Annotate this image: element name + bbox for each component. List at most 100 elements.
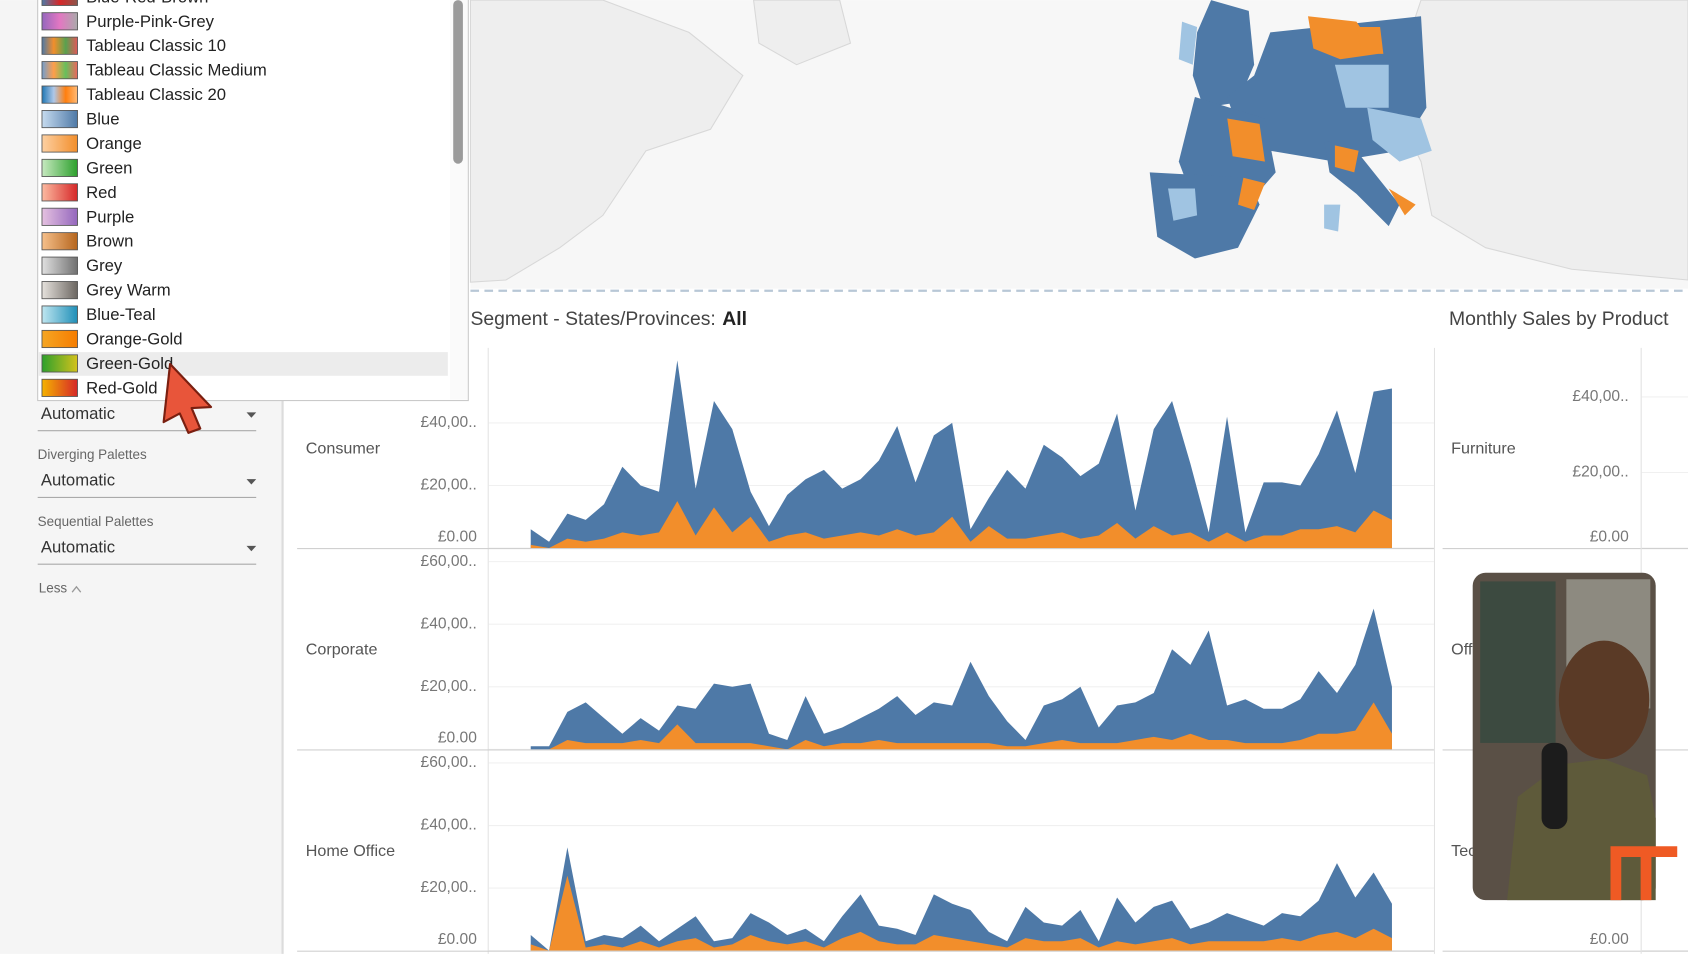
region bbox=[1192, 0, 1255, 108]
field-label: Sequential Palettes bbox=[38, 514, 154, 529]
palette-option[interactable]: Blue-Red-Brown bbox=[86, 0, 208, 6]
pane-label: Furniture bbox=[1451, 439, 1516, 457]
palette-option[interactable]: Tableau Classic 20 bbox=[86, 85, 226, 104]
palette-option[interactable]: Grey Warm bbox=[86, 281, 171, 300]
palette-option[interactable]: Green bbox=[86, 158, 132, 177]
webcam-overlay bbox=[1472, 572, 1678, 901]
palette-swatch bbox=[41, 0, 78, 6]
palette-swatch bbox=[41, 281, 78, 300]
title-prefix: Segment - States/Provinces: bbox=[470, 308, 715, 330]
palette-option[interactable]: Orange-Gold bbox=[86, 329, 182, 348]
palette-swatch bbox=[41, 158, 78, 177]
dropdown-value[interactable]: Automatic bbox=[41, 404, 115, 423]
map bbox=[469, 0, 1688, 292]
palette-swatch bbox=[41, 256, 78, 275]
palette-swatch bbox=[41, 207, 78, 226]
palette-option[interactable]: Blue-Teal bbox=[86, 305, 156, 324]
field-label: Diverging Palettes bbox=[38, 447, 147, 462]
palette-swatch bbox=[41, 354, 78, 373]
less-toggle[interactable]: Less bbox=[39, 581, 68, 596]
chevron-up bbox=[71, 585, 82, 593]
dropdown-arrow[interactable] bbox=[246, 412, 257, 418]
palette-swatch bbox=[41, 305, 78, 324]
region bbox=[1307, 16, 1378, 60]
palette-option[interactable]: Orange bbox=[86, 134, 142, 153]
microphone bbox=[1541, 742, 1568, 830]
menu-highlight bbox=[38, 352, 448, 376]
background-shelf bbox=[1480, 581, 1556, 743]
sheet-title: Segment - States/Provinces: All bbox=[470, 308, 747, 330]
pane-label: Consumer bbox=[306, 439, 381, 457]
region bbox=[1334, 145, 1359, 173]
right-sheet-title: Monthly Sales by Product bbox=[1449, 308, 1669, 330]
palette-option[interactable]: Brown bbox=[86, 232, 133, 251]
pane-label: Corporate bbox=[306, 641, 378, 659]
y-tick-label: £0.00 bbox=[438, 730, 477, 747]
y-tick-label: £60,00.. bbox=[421, 754, 477, 771]
scrollbar-thumb[interactable] bbox=[453, 0, 463, 164]
region bbox=[1178, 21, 1198, 65]
palette-option[interactable]: Purple bbox=[86, 207, 134, 226]
y-tick-label: £40,00.. bbox=[421, 615, 477, 632]
y-tick-label: £40,00.. bbox=[1572, 388, 1628, 405]
palette-swatch bbox=[41, 110, 78, 129]
region bbox=[1324, 204, 1341, 232]
y-tick-label: £40,00.. bbox=[421, 817, 477, 834]
region bbox=[1388, 188, 1416, 216]
area bbox=[530, 501, 1392, 549]
palette-option[interactable]: Grey bbox=[86, 256, 123, 275]
palette-swatch bbox=[41, 378, 78, 397]
region bbox=[1334, 64, 1389, 108]
palette-swatch bbox=[41, 183, 78, 202]
area bbox=[530, 608, 1392, 750]
y-tick-label: £20,00.. bbox=[421, 879, 477, 896]
y-tick-label: £0.00 bbox=[1590, 931, 1629, 948]
region bbox=[1367, 107, 1432, 162]
y-tick-label: £0.00 bbox=[1590, 528, 1629, 545]
region bbox=[1238, 177, 1265, 211]
palette-option[interactable]: Blue bbox=[86, 110, 119, 129]
palette-swatch bbox=[41, 61, 78, 80]
dropdown-value[interactable]: Automatic bbox=[41, 471, 115, 490]
landmass bbox=[469, 0, 744, 283]
y-tick-label: £20,00.. bbox=[1572, 464, 1628, 481]
segment-panes: Consumer £0.00 £20,00.. £40,00.. Corporate £0… bbox=[297, 360, 1434, 952]
area bbox=[530, 847, 1392, 951]
dropdown-arrow[interactable] bbox=[246, 479, 257, 485]
area bbox=[530, 702, 1392, 750]
dropdown-value[interactable]: Automatic bbox=[41, 537, 115, 556]
menu-items: Blue-Red-Brown Purple-Pink-Grey Tableau Cl… bbox=[41, 0, 267, 397]
y-tick-label: £20,00.. bbox=[421, 678, 477, 695]
dropdown-arrow[interactable] bbox=[246, 545, 257, 552]
palette-option[interactable]: Tableau Classic 10 bbox=[86, 36, 226, 55]
palette-option[interactable]: Tableau Classic Medium bbox=[86, 61, 267, 80]
y-tick-label: £0.00 bbox=[438, 931, 477, 948]
palette-swatch bbox=[41, 85, 78, 104]
region bbox=[1227, 118, 1265, 162]
channel-logo bbox=[1610, 846, 1678, 901]
menu-box bbox=[37, 0, 469, 402]
region bbox=[1356, 27, 1384, 54]
y-tick-label: £40,00.. bbox=[421, 414, 477, 431]
pane-label: Home Office bbox=[306, 842, 395, 860]
area bbox=[530, 875, 1392, 951]
palette-swatch bbox=[41, 12, 78, 31]
title-filter-value: All bbox=[722, 308, 747, 330]
mouse-cursor bbox=[162, 362, 213, 434]
palette-controls: Automatic Diverging Palettes Automatic S… bbox=[38, 404, 257, 596]
y-tick-label: £0.00 bbox=[438, 528, 477, 545]
area bbox=[530, 360, 1392, 549]
palette-option[interactable]: Red bbox=[86, 183, 117, 202]
landmass bbox=[753, 0, 852, 66]
palette-swatch bbox=[41, 232, 78, 251]
palette-option[interactable]: Green-Gold bbox=[86, 354, 173, 373]
y-tick-label: £20,00.. bbox=[421, 477, 477, 494]
palette-option[interactable]: Red-Gold bbox=[86, 378, 157, 397]
palette-swatch bbox=[41, 329, 78, 349]
region bbox=[1168, 188, 1198, 221]
palette-menu: Blue-Red-Brown Purple-Pink-Grey Tableau Cl… bbox=[37, 0, 469, 402]
palette-option[interactable]: Purple-Pink-Grey bbox=[86, 12, 215, 31]
person-head bbox=[1558, 640, 1650, 760]
palette-swatch bbox=[41, 134, 78, 153]
